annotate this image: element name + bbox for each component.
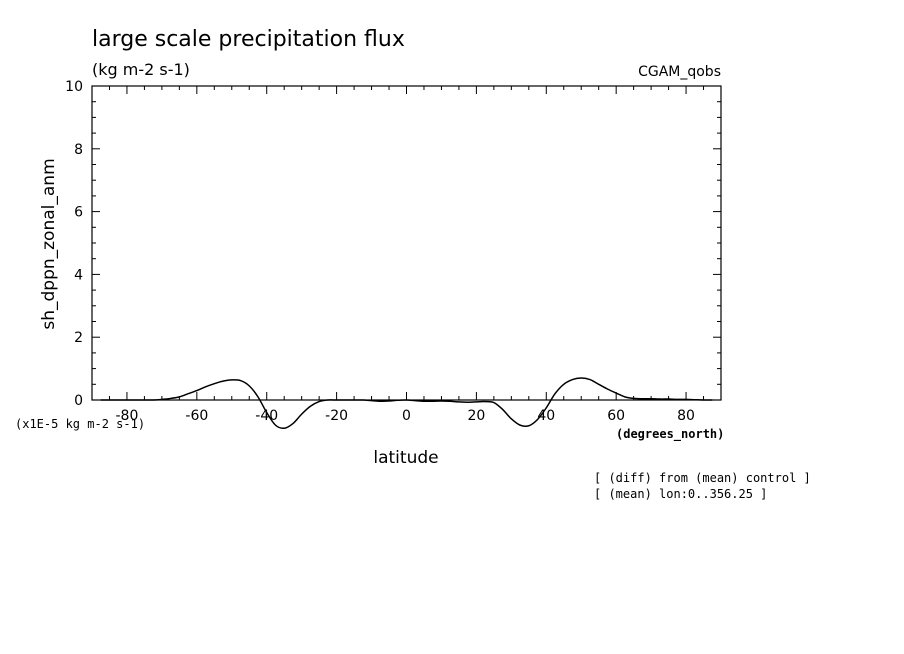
y-tick-label: 4 xyxy=(74,267,83,283)
series-line xyxy=(100,377,713,430)
y-tick-label: 0 xyxy=(74,393,83,409)
y-axis-ticks xyxy=(92,85,721,401)
y-tick-label: 2 xyxy=(74,330,83,346)
x-tick-label: -40 xyxy=(255,408,278,424)
x-tick-label: -80 xyxy=(116,408,139,424)
x-axis-ticks xyxy=(91,86,722,400)
dataset-label: CGAM_qobs xyxy=(638,64,721,80)
x-tick-label: 20 xyxy=(467,408,485,424)
x-axis-label: latitude xyxy=(373,448,438,468)
x-tick-label: 40 xyxy=(537,408,555,424)
chart-subtitle: (kg m-2 s-1) xyxy=(92,60,190,79)
note-diff: [ (diff) from (mean) control ] xyxy=(594,471,811,485)
y-axis-label: sh_dppn_zonal_anm xyxy=(39,158,59,329)
x-tick-label: 0 xyxy=(402,408,411,424)
x-tick-label: 60 xyxy=(607,408,625,424)
x-tick-label: 80 xyxy=(677,408,695,424)
y-tick-label: 6 xyxy=(74,205,83,221)
y-tick-label: 10 xyxy=(65,79,83,95)
chart-title: large scale precipitation flux xyxy=(92,27,405,52)
x-tick-label: -20 xyxy=(325,408,348,424)
plot-frame xyxy=(91,85,722,401)
note-mean-lon: [ (mean) lon:0..356.25 ] xyxy=(594,487,767,501)
y-axis-tick-labels: 0 2 4 6 8 10 xyxy=(65,79,83,409)
x-tick-label: -60 xyxy=(185,408,208,424)
x-units-label: (degrees_north) xyxy=(616,427,724,442)
x-axis-tick-labels: -80 -60 -40 -20 0 20 40 60 80 xyxy=(116,408,695,424)
y-tick-label: 8 xyxy=(74,142,83,158)
y-scale-note: (x1E-5 kg m-2 s-1) xyxy=(15,417,145,431)
